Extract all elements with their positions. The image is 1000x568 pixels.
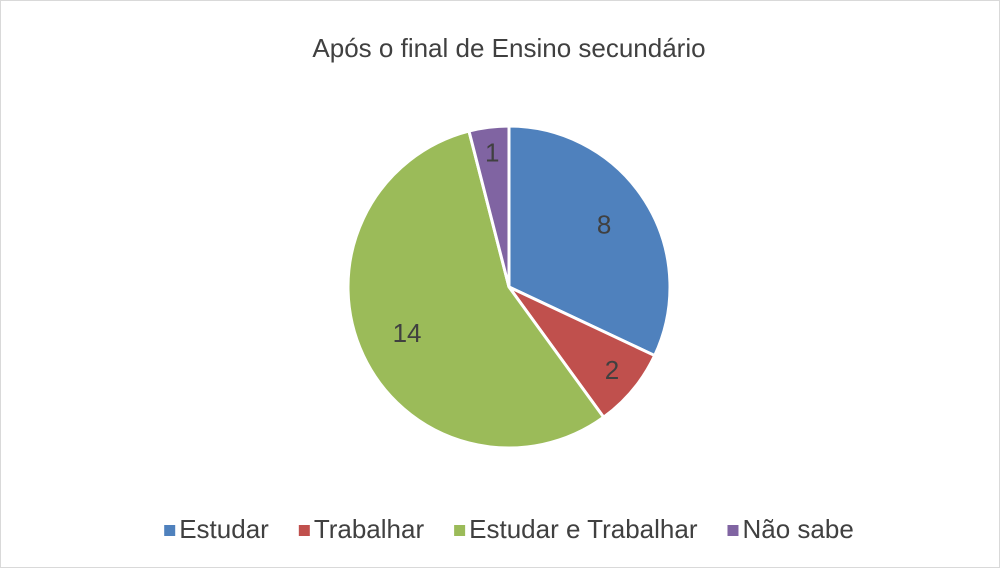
pie-slice: [507, 124, 672, 358]
data-label: 14: [393, 318, 422, 348]
pie-slice: [467, 124, 511, 288]
data-label: 8: [597, 209, 611, 239]
data-label: 1: [485, 137, 499, 167]
legend-label: Estudar: [179, 514, 269, 544]
legend-swatch: [454, 525, 466, 536]
legend-swatch: [164, 525, 176, 536]
data-label: 2: [605, 355, 619, 385]
legend-swatch: [727, 525, 739, 536]
legend-label: Trabalhar: [314, 514, 425, 544]
legend-label: Estudar e Trabalhar: [469, 514, 698, 544]
legend-swatch: [298, 525, 310, 536]
chart-title: Após o final de Ensino secundário: [312, 33, 705, 63]
pie-slice: [346, 129, 606, 450]
legend-label: Não sabe: [742, 514, 853, 544]
